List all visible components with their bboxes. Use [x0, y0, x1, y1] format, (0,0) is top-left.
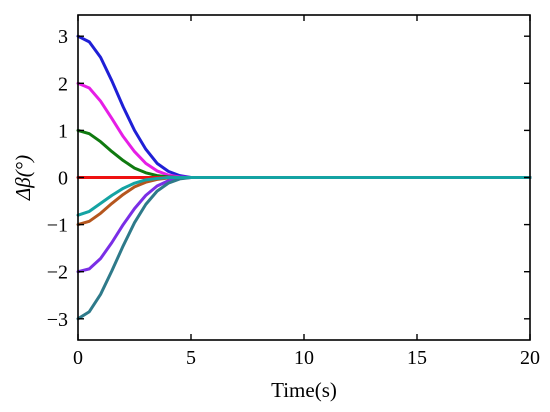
y-axis-label: Δβ(°) — [11, 155, 35, 201]
series-line-1 — [76, 34, 532, 179]
y-tick-label-1: 1 — [58, 120, 68, 142]
series-line-3 — [76, 128, 532, 179]
y-tick-label-0: 0 — [58, 168, 68, 190]
x-axis-label: Time(s) — [271, 378, 337, 402]
y-tick-label-3: 3 — [58, 26, 68, 48]
series-line-7 — [76, 176, 532, 321]
y-tick-label--1: −1 — [47, 215, 68, 237]
x-tick-label-0: 0 — [73, 347, 83, 369]
series-layer — [76, 34, 532, 321]
x-tick-label-15: 15 — [407, 347, 427, 369]
x-tick-label-20: 20 — [520, 347, 540, 369]
x-tick-label-10: 10 — [294, 347, 314, 369]
series-line-5 — [76, 176, 532, 227]
y-tick-label-2: 2 — [58, 73, 68, 95]
series-line-6 — [76, 176, 532, 274]
x-tick-label-5: 5 — [186, 347, 196, 369]
series-line-8 — [76, 176, 532, 217]
y-tick-label--3: −3 — [47, 309, 68, 331]
series-line-2 — [76, 81, 532, 179]
y-tick-label--2: −2 — [47, 262, 68, 284]
